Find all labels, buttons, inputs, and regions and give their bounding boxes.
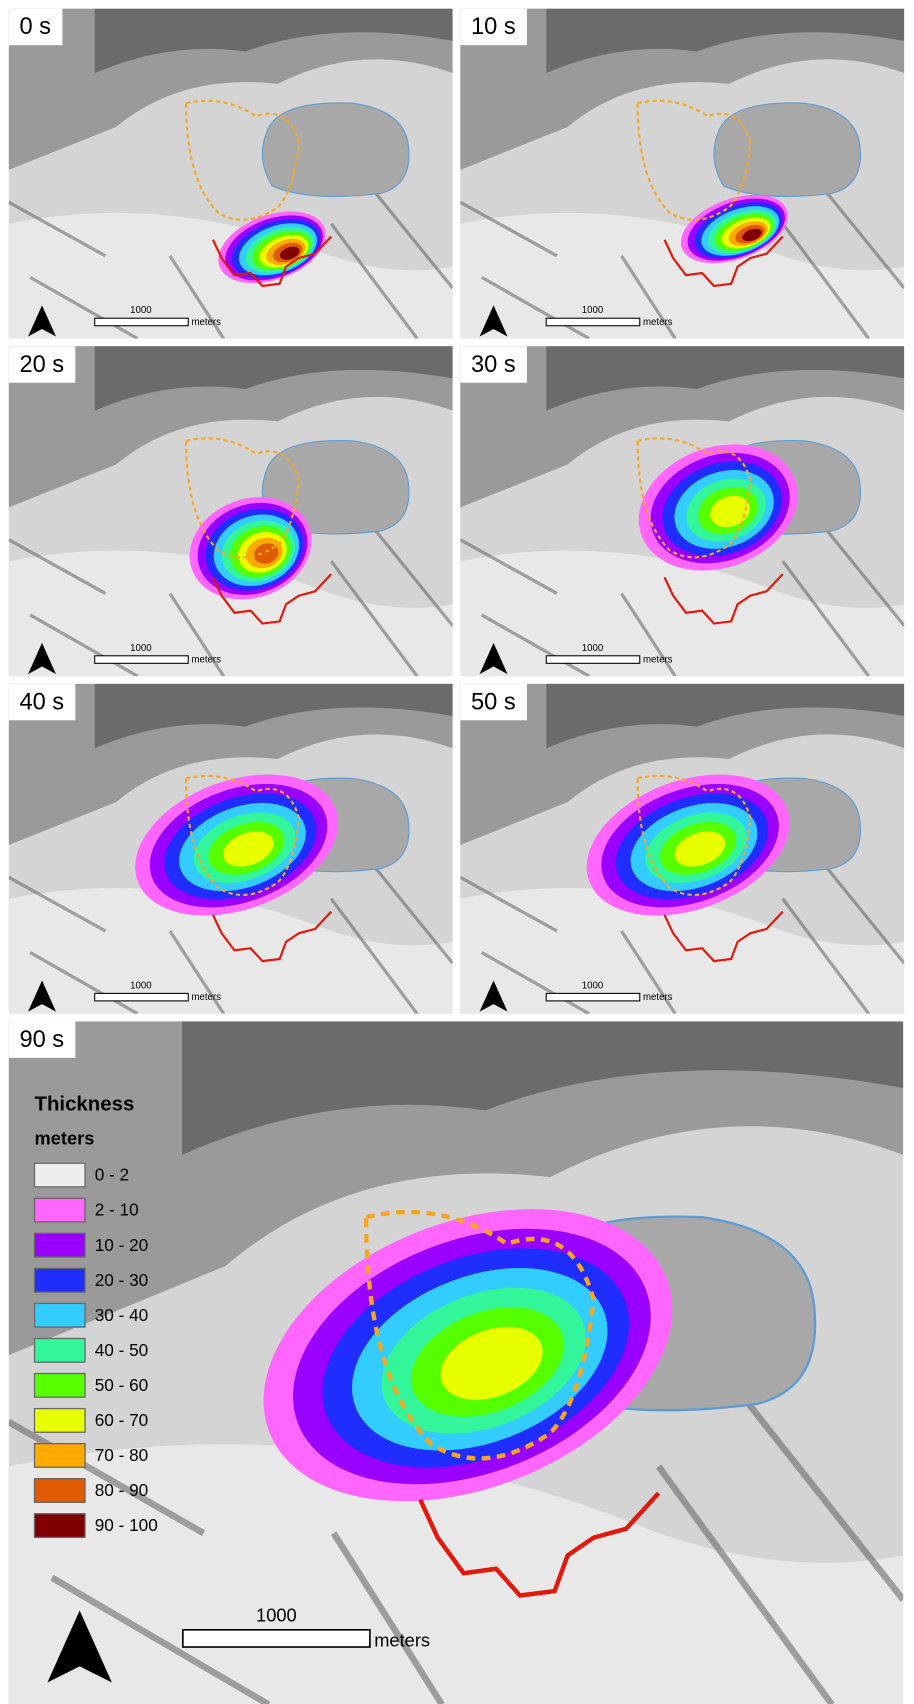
legend-swatch [34, 1198, 85, 1222]
legend-swatch [34, 1409, 85, 1433]
time-label: 30 s [471, 352, 516, 378]
lake [262, 103, 409, 197]
scale-unit: meters [191, 317, 221, 328]
scale-unit: meters [191, 992, 221, 1003]
scale-unit: meters [643, 317, 673, 328]
map-panel: 90 s1000metersThicknessmeters0 - 22 - 10… [9, 1021, 904, 1704]
legend-label: 40 - 50 [95, 1340, 149, 1360]
time-label: 0 s [19, 14, 51, 40]
map-panel: 1000 meters 0 s [9, 9, 453, 339]
time-label: 20 s [19, 352, 64, 378]
figure: 1000 meters 0 s 1000 meters 10 s 1000 meters 20 … [0, 0, 914, 1704]
map-content: 1000 meters [9, 684, 453, 1014]
map-panel: 1000 meters 10 s [460, 9, 904, 339]
scale-label: 1000 [582, 643, 603, 654]
map-panel: 1000 meters 40 s [9, 684, 453, 1014]
legend-swatch [34, 1338, 85, 1362]
scale-label: 1000 [130, 305, 151, 316]
legend-label: 2 - 10 [95, 1200, 139, 1220]
map-content: 1000 meters [9, 346, 453, 676]
legend-label: 70 - 80 [95, 1445, 149, 1465]
scale-bar [546, 993, 640, 1001]
legend-label: 50 - 60 [95, 1375, 149, 1395]
legend-swatch [34, 1303, 85, 1327]
scale-label: 1000 [130, 643, 151, 654]
time-label: 40 s [19, 689, 64, 715]
map-panel: 1000 meters 20 s [9, 346, 453, 676]
scale-bar [183, 1630, 370, 1647]
scale-bar [95, 656, 189, 664]
scale-unit: meters [191, 655, 221, 666]
legend-title: Thickness [34, 1094, 134, 1116]
legend-label: 60 - 70 [95, 1410, 149, 1430]
time-label: 50 s [471, 689, 516, 715]
scale-label: 1000 [582, 980, 603, 991]
lake [714, 103, 861, 197]
legend-label: 90 - 100 [95, 1515, 158, 1535]
map-content [9, 1021, 904, 1704]
legend-label: 20 - 30 [95, 1270, 149, 1290]
map-panel: 1000 meters 50 s [460, 684, 904, 1014]
time-label: 90 s [19, 1027, 64, 1053]
legend-label: 30 - 40 [95, 1305, 149, 1325]
time-label: 10 s [471, 14, 516, 40]
scale-unit: meters [643, 655, 673, 666]
map-content: 1000 meters [460, 684, 904, 1014]
scale-label: 1000 [256, 1605, 297, 1626]
map-panel: 1000 meters 30 s [460, 346, 904, 676]
legend-unit: meters [34, 1127, 94, 1148]
map-content: 1000 meters [460, 9, 904, 339]
scale-bar [95, 318, 189, 326]
scale-bar [546, 656, 640, 664]
legend-swatch [34, 1233, 85, 1257]
legend-swatch [34, 1163, 85, 1187]
legend-label: 80 - 90 [95, 1480, 149, 1500]
legend-label: 0 - 2 [95, 1165, 129, 1185]
legend-swatch [34, 1444, 85, 1468]
scale-bar [95, 993, 189, 1001]
scale-label: 1000 [582, 305, 603, 316]
legend-label: 10 - 20 [95, 1235, 149, 1255]
scale-unit: meters [643, 992, 673, 1003]
legend-swatch [34, 1268, 85, 1292]
scale-bar [546, 318, 640, 326]
scale-label: 1000 [130, 980, 151, 991]
map-content: 1000 meters [460, 346, 904, 676]
scale-unit: meters [374, 1629, 430, 1650]
legend-swatch [34, 1514, 85, 1538]
legend-swatch [34, 1374, 85, 1398]
legend-swatch [34, 1479, 85, 1503]
map-content: 1000 meters [9, 9, 453, 339]
